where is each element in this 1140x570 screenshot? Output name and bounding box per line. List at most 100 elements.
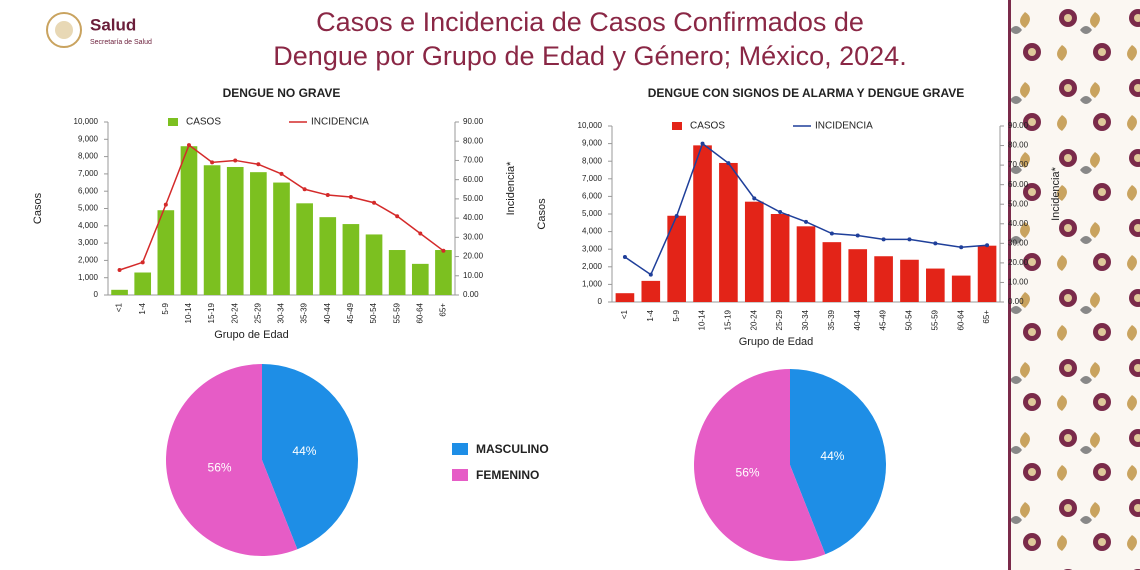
y-tick-label: 8,000	[78, 152, 99, 161]
bar	[411, 263, 429, 295]
line-marker	[700, 141, 705, 146]
line-marker	[674, 213, 679, 218]
bar	[250, 172, 267, 295]
bar	[874, 256, 893, 302]
line-marker	[933, 241, 938, 246]
line-marker	[855, 233, 860, 238]
legend-swatch	[452, 469, 468, 481]
line-marker	[210, 160, 215, 165]
x-tick-label: 30-34	[801, 309, 810, 330]
logo-title: Salud	[90, 15, 136, 34]
bar	[157, 210, 175, 295]
bar	[796, 226, 816, 302]
x-tick-label: 45-49	[346, 302, 355, 323]
line-marker	[985, 243, 990, 248]
x-tick-label: 20-24	[749, 309, 758, 330]
line-marker	[372, 200, 377, 205]
bar	[435, 250, 452, 295]
bar	[977, 245, 997, 302]
x-tick-label: <1	[620, 309, 629, 319]
bar	[693, 145, 712, 302]
y-tick-label: 1,000	[78, 273, 99, 282]
x-tick-label: 65+	[439, 303, 448, 317]
logo-subtitle: Secretaría de Salud	[90, 39, 152, 46]
legend-label: INCIDENCIA	[815, 121, 873, 132]
y2-tick-label: 10.00	[1008, 278, 1029, 287]
y2-tick-label: 20.00	[463, 252, 484, 261]
line-marker	[648, 272, 653, 277]
bar	[203, 165, 221, 295]
x-tick-label: 35-39	[827, 309, 836, 330]
legend-swatch	[452, 443, 468, 455]
y-tick-label: 5,000	[582, 209, 603, 218]
x-tick-label: 55-59	[392, 302, 401, 323]
bar	[226, 166, 244, 295]
line-marker	[907, 237, 912, 242]
y-tick-label: 6,000	[78, 186, 99, 195]
bar	[822, 242, 842, 302]
pie-slice	[694, 369, 826, 562]
y2-axis-label: Incidencia*	[505, 161, 517, 216]
line-marker	[117, 268, 122, 273]
y-axis-label: Casos	[536, 198, 548, 230]
y2-tick-label: 70.00	[1008, 160, 1029, 169]
legend-label: FEMENINO	[476, 468, 539, 482]
line-marker	[233, 158, 238, 163]
bar	[926, 268, 945, 302]
x-tick-label: <1	[115, 302, 124, 312]
pie-label: 44%	[820, 449, 844, 463]
line-marker	[726, 161, 731, 166]
bar	[641, 280, 661, 302]
line-marker	[395, 214, 400, 219]
y2-axis-label: Incidencia*	[1050, 166, 1062, 221]
y-tick-label: 10,000	[74, 117, 99, 126]
y-tick-label: 6,000	[582, 192, 603, 201]
line-marker	[256, 162, 261, 167]
line-marker	[302, 187, 307, 192]
y-tick-label: 7,000	[78, 169, 99, 178]
y2-tick-label: 60.00	[1008, 180, 1029, 189]
y2-tick-label: 0.00	[463, 290, 479, 299]
line-marker	[752, 196, 757, 201]
legend-label: INCIDENCIA	[311, 117, 369, 128]
y2-tick-label: 10.00	[463, 271, 484, 280]
title-line: Casos e Incidencia de Casos Confirmados …	[316, 7, 864, 37]
y2-tick-label: 90.00	[463, 117, 484, 126]
pie-label: 56%	[736, 465, 760, 479]
y2-tick-label: 30.00	[463, 232, 484, 241]
pie-slice	[262, 364, 358, 550]
x-tick-label: 60-64	[956, 309, 965, 330]
chart-title: DENGUE NO GRAVE	[223, 86, 341, 100]
y-tick-label: 0	[598, 297, 603, 306]
y-tick-label: 5,000	[78, 204, 99, 213]
line-marker	[418, 231, 423, 236]
y2-tick-label: 70.00	[463, 156, 484, 165]
y-axis-label: Casos	[32, 192, 44, 224]
y2-tick-label: 60.00	[463, 175, 484, 184]
y2-tick-label: 30.00	[1008, 238, 1029, 247]
line-marker	[163, 202, 168, 207]
x-tick-label: 15-19	[724, 309, 733, 330]
y-tick-label: 9,000	[78, 134, 99, 143]
bar	[848, 249, 868, 302]
y-tick-label: 1,000	[582, 280, 603, 289]
x-tick-label: 5-9	[161, 302, 170, 314]
line-marker	[959, 245, 964, 250]
x-axis-label: Grupo de Edad	[739, 336, 814, 348]
bar	[388, 250, 406, 295]
x-axis-label: Grupo de Edad	[214, 329, 289, 341]
x-tick-label: 60-64	[415, 302, 424, 323]
pie-label: 44%	[292, 444, 316, 458]
x-tick-label: 10-14	[698, 309, 707, 330]
x-tick-label: 1-4	[138, 302, 147, 314]
y-tick-label: 7,000	[582, 174, 603, 183]
y2-tick-label: 80.00	[463, 136, 484, 145]
bar	[615, 293, 635, 302]
x-tick-label: 30-34	[277, 302, 286, 323]
y2-tick-label: 40.00	[463, 213, 484, 222]
y-tick-label: 9,000	[582, 139, 603, 148]
x-tick-label: 40-44	[853, 309, 862, 330]
line-marker	[804, 219, 808, 224]
pie-label: 56%	[208, 460, 232, 474]
